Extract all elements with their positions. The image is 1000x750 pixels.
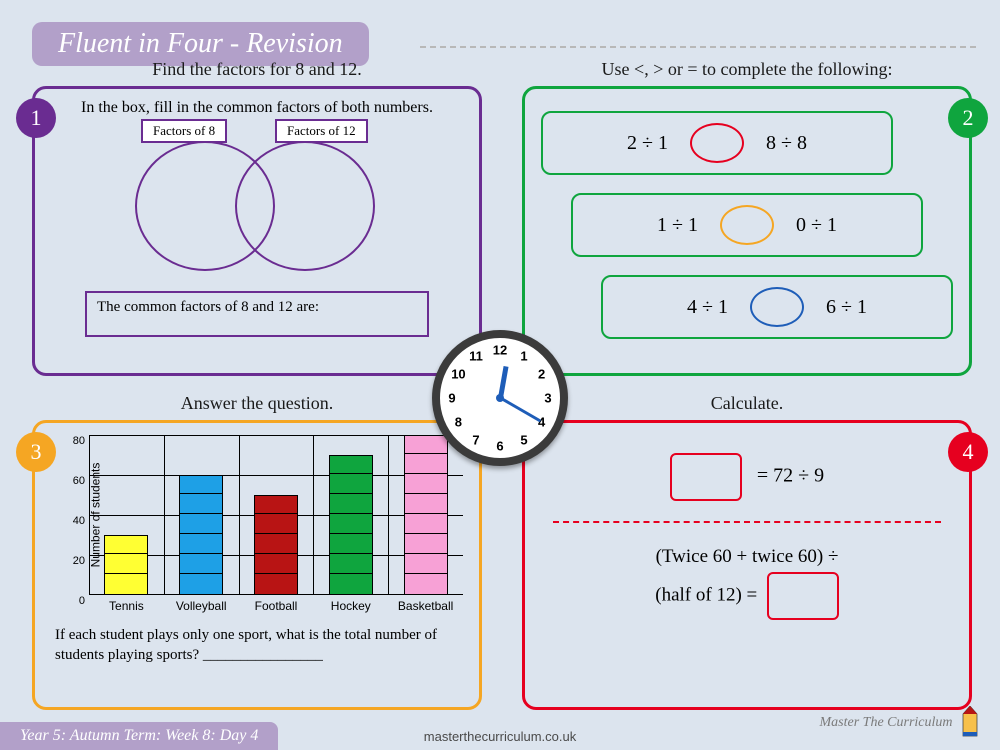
- eq2-line1: (Twice 60 + twice 60) ÷: [525, 543, 969, 572]
- cmp1-answer-oval[interactable]: [690, 123, 744, 163]
- venn-diagram: Factors of 8 Factors of 12: [35, 125, 479, 285]
- xlabel-tennis: Tennis: [91, 599, 161, 613]
- xlabel-hockey: Hockey: [316, 599, 386, 613]
- badge-4: 4: [948, 432, 988, 472]
- compare-row-2: 1 ÷ 1 0 ÷ 1: [571, 193, 923, 257]
- badge-3: 3: [16, 432, 56, 472]
- cmp2-answer-oval[interactable]: [720, 205, 774, 245]
- cmp3-left: 4 ÷ 1: [687, 296, 728, 319]
- eq1-rhs: = 72 ÷ 9: [757, 465, 824, 487]
- xlabel-football: Football: [241, 599, 311, 613]
- cmp1-left: 2 ÷ 1: [627, 132, 668, 155]
- compare-row-3: 4 ÷ 1 6 ÷ 1: [601, 275, 953, 339]
- bar-tennis: [104, 535, 148, 595]
- sports-bar-chart: Number of students 020406080TennisVolley…: [89, 435, 463, 595]
- pencil-icon: [960, 706, 980, 740]
- xlabel-volleyball: Volleyball: [166, 599, 236, 613]
- bar-basketball: [404, 435, 448, 595]
- cmp2-left: 1 ÷ 1: [657, 214, 698, 237]
- eq2: (Twice 60 + twice 60) ÷ (half of 12) =: [525, 543, 969, 620]
- bar-hockey: [329, 455, 373, 595]
- eq1-answer-box[interactable]: [670, 453, 742, 501]
- panel4-divider: [553, 521, 941, 523]
- bar-volleyball: [179, 475, 223, 595]
- panel3-title: Answer the question.: [35, 393, 479, 414]
- panel1-title: Find the factors for 8 and 12.: [35, 59, 479, 80]
- badge-1: 1: [16, 98, 56, 138]
- cmp1-right: 8 ÷ 8: [766, 132, 807, 155]
- cmp3-answer-oval[interactable]: [750, 287, 804, 327]
- panel-calculate: Calculate. = 72 ÷ 9 (Twice 60 + twice 60…: [522, 420, 972, 710]
- cmp2-right: 0 ÷ 1: [796, 214, 837, 237]
- panel-chart: Answer the question. Number of students …: [32, 420, 482, 710]
- panel-factors: Find the factors for 8 and 12. In the bo…: [32, 86, 482, 376]
- footer-url: masterthecurriculum.co.uk: [424, 729, 576, 744]
- footer-label: Year 5: Autumn Term: Week 8: Day 4: [0, 722, 278, 750]
- panel3-question: If each student plays only one sport, wh…: [55, 625, 459, 666]
- compare-row-1: 2 ÷ 1 8 ÷ 8: [541, 111, 893, 175]
- common-factors-box[interactable]: The common factors of 8 and 12 are:: [85, 291, 429, 337]
- bar-football: [254, 495, 298, 595]
- eq1: = 72 ÷ 9: [525, 453, 969, 501]
- venn-left-label: Factors of 8: [141, 119, 227, 143]
- clock: 123456789101112: [432, 330, 568, 466]
- cmp3-right: 6 ÷ 1: [826, 296, 867, 319]
- venn-right-circle[interactable]: [235, 141, 375, 271]
- panel1-subtitle: In the box, fill in the common factors o…: [35, 99, 479, 117]
- panel-compare: Use <, > or = to complete the following:…: [522, 86, 972, 376]
- eq2-answer-box[interactable]: [767, 572, 839, 620]
- title-divider: [420, 46, 976, 48]
- xlabel-basketball: Basketball: [391, 599, 461, 613]
- panel2-title: Use <, > or = to complete the following:: [525, 59, 969, 80]
- brand-label: Master The Curriculum: [820, 706, 981, 740]
- eq2-line2: (half of 12) =: [655, 584, 757, 605]
- panel4-title: Calculate.: [525, 393, 969, 414]
- badge-2: 2: [948, 98, 988, 138]
- venn-right-label: Factors of 12: [275, 119, 368, 143]
